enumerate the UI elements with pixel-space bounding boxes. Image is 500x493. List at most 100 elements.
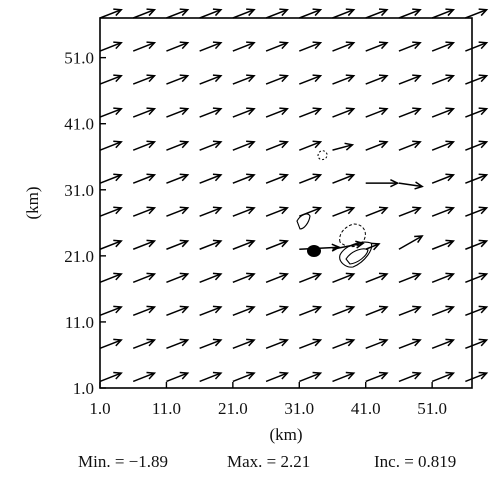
- vector-arrow: [199, 239, 223, 250]
- vector-arrow: [465, 74, 489, 85]
- vector-arrow: [232, 173, 256, 184]
- vector-arrow: [398, 74, 422, 85]
- solid-contour: [339, 241, 373, 268]
- vector-arrow: [232, 74, 256, 85]
- vector-arrow: [132, 305, 157, 317]
- vector-arrow: [265, 371, 289, 383]
- vector-arrow: [265, 107, 289, 118]
- vector-arrow: [431, 41, 456, 52]
- vector-arrow: [232, 140, 256, 151]
- min-label: Min. = −1.89: [78, 452, 168, 471]
- vector-arrow: [431, 371, 456, 383]
- axis-ticks: 1.0 11.0 21.0 31.0 41.0 51.0 1.0 11.0 21.0 31.0 41…: [64, 49, 447, 418]
- vector-arrow: [132, 107, 157, 118]
- vector-arrow: [398, 338, 422, 350]
- vector-arrow: [166, 206, 190, 217]
- vector-arrow: [299, 8, 323, 19]
- vector-arrow: [332, 371, 356, 383]
- vector-arrow: [132, 173, 157, 184]
- vector-arrow: [398, 181, 424, 190]
- vector-arrow: [431, 239, 456, 250]
- vector-arrow: [166, 107, 190, 118]
- vector-arrow: [365, 107, 389, 118]
- vector-arrows: [99, 8, 489, 383]
- vector-arrow: [132, 371, 157, 383]
- vector-arrow: [398, 8, 422, 19]
- x-tick-label: 31.0: [284, 399, 314, 418]
- vector-arrow: [132, 206, 157, 217]
- vector-arrow: [398, 206, 422, 217]
- vector-arrow: [465, 107, 489, 118]
- vector-arrow: [199, 74, 223, 85]
- y-tick-label: 51.0: [64, 49, 94, 68]
- vector-arrow: [199, 107, 223, 118]
- vector-arrow: [199, 41, 223, 52]
- vector-arrow: [265, 74, 289, 85]
- vector-arrow: [265, 173, 289, 184]
- vector-arrow: [166, 74, 190, 85]
- x-tick-label: 41.0: [351, 399, 381, 418]
- vector-arrow: [465, 173, 489, 184]
- vector-arrow: [99, 41, 123, 52]
- vector-arrow: [431, 206, 456, 217]
- vector-arrow: [199, 371, 223, 383]
- vector-arrow: [431, 107, 456, 118]
- vector-arrow: [99, 8, 123, 19]
- vector-arrow: [431, 305, 456, 317]
- vector-arrow: [99, 173, 123, 184]
- vector-arrow: [166, 239, 190, 250]
- vector-arrow: [398, 272, 422, 283]
- y-tick-label: 41.0: [64, 115, 94, 134]
- vector-arrow: [299, 371, 323, 383]
- vector-arrow: [365, 338, 389, 350]
- vector-arrow: [332, 41, 356, 52]
- vector-arrow: [265, 239, 289, 250]
- y-tick-label: 11.0: [65, 313, 94, 332]
- vector-arrow: [132, 272, 157, 283]
- vector-arrow: [166, 8, 190, 19]
- vector-arrow: [398, 371, 422, 383]
- vector-arrow: [265, 272, 289, 283]
- vector-arrow: [132, 41, 157, 52]
- vector-arrow: [132, 140, 157, 151]
- vector-arrow: [365, 371, 389, 383]
- vector-arrow: [232, 305, 256, 317]
- vector-arrow: [365, 179, 400, 188]
- vector-arrow: [199, 140, 223, 151]
- vector-arrow: [332, 107, 356, 118]
- vector-arrow: [166, 140, 190, 151]
- vector-arrow: [166, 338, 190, 350]
- vector-arrow: [465, 206, 489, 217]
- vector-arrow: [431, 140, 456, 151]
- vector-arrow: [232, 206, 256, 217]
- vector-arrow: [132, 338, 157, 350]
- vector-arrow: [232, 272, 256, 283]
- vector-arrow: [232, 371, 256, 383]
- vector-arrow: [232, 338, 256, 350]
- max-label: Max. = 2.21: [227, 452, 310, 471]
- vector-arrow: [265, 305, 289, 317]
- vector-arrow: [332, 206, 356, 217]
- vector-arrow: [398, 305, 422, 317]
- vector-arrow: [332, 272, 356, 283]
- x-tick-label: 11.0: [152, 399, 181, 418]
- vector-arrow: [99, 338, 123, 350]
- vector-arrow: [199, 8, 223, 19]
- solid-contour-inner: [345, 248, 369, 265]
- vector-arrow: [398, 41, 422, 52]
- x-tick-label: 1.0: [89, 399, 110, 418]
- dashed-contour-small: [317, 150, 328, 161]
- vector-arrow: [299, 41, 323, 52]
- vector-arrow: [99, 272, 123, 283]
- vector-arrow: [465, 41, 489, 52]
- vector-arrow: [365, 74, 389, 85]
- vector-arrow: [232, 239, 256, 250]
- vector-arrow: [299, 173, 323, 184]
- vector-arrow: [398, 235, 424, 250]
- vector-arrow: [265, 8, 289, 19]
- vector-arrow: [199, 173, 223, 184]
- y-tick-label: 1.0: [73, 379, 94, 398]
- vector-arrow: [332, 142, 355, 151]
- vector-arrow: [465, 140, 489, 151]
